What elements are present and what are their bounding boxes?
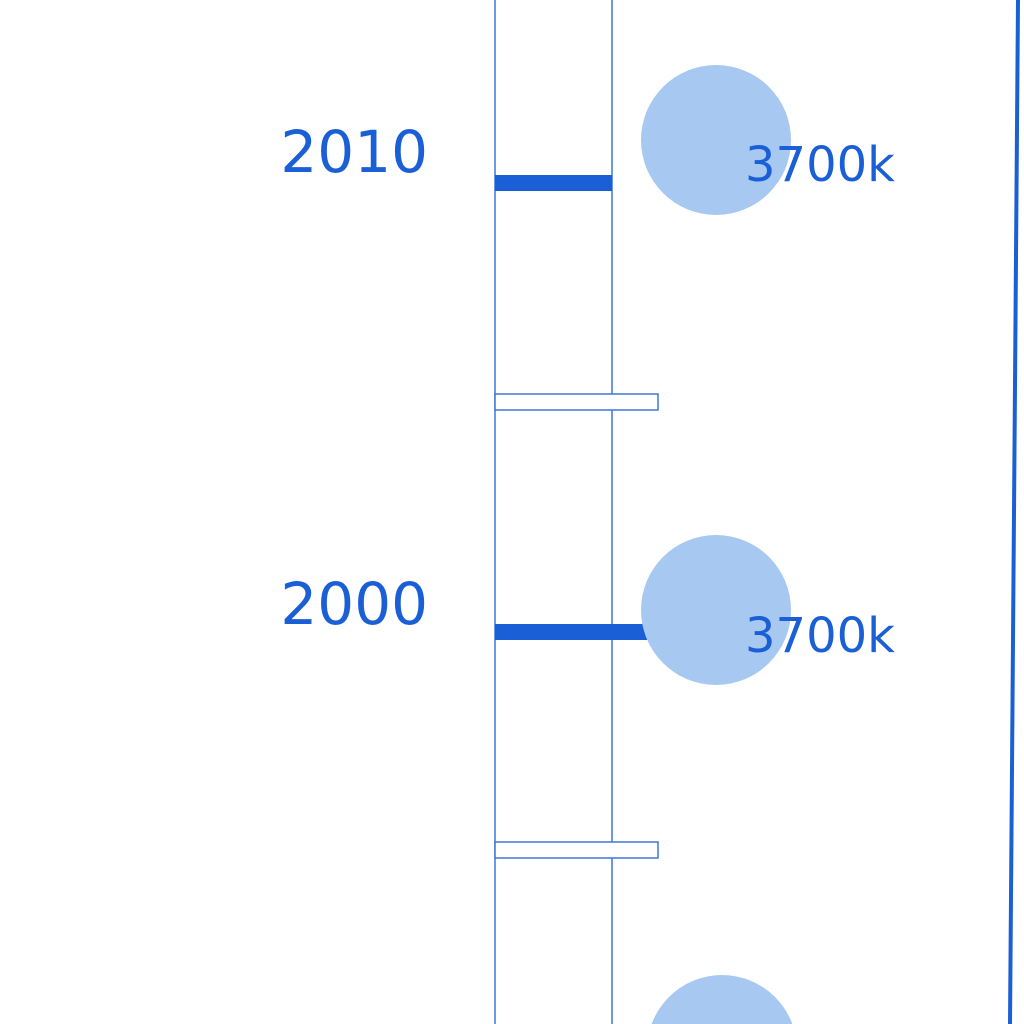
value-label: 3700k (745, 137, 895, 193)
edge-line (1008, 0, 1020, 1024)
year-label: 2010 (280, 118, 428, 186)
value-label: 3700k (745, 608, 895, 664)
year-marker (495, 175, 612, 191)
year-marker (495, 624, 660, 640)
year-label: 2000 (280, 570, 428, 638)
bubble (641, 65, 791, 215)
bubble (641, 535, 791, 685)
bubble (651, 975, 793, 1024)
minor-marker (494, 393, 659, 411)
minor-marker (494, 841, 659, 859)
